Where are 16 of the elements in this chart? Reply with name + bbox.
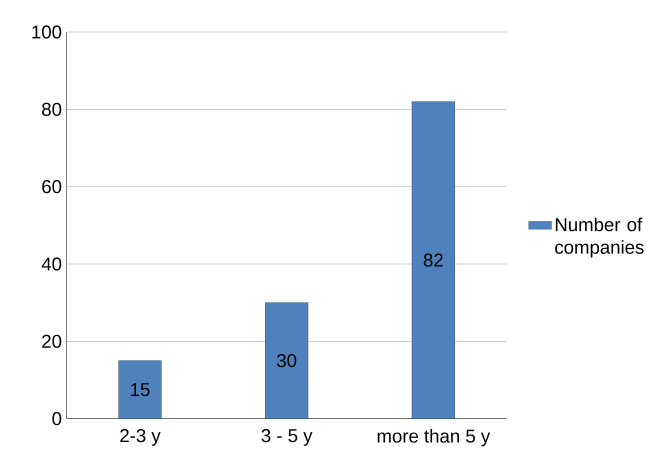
y-tick-label: 60: [42, 180, 62, 194]
y-tick-label: 80: [42, 102, 62, 116]
y-tick-label: 100: [32, 26, 62, 39]
y-tick-label: 0: [52, 412, 62, 426]
data-label: 15: [131, 383, 150, 396]
y-tick-label: 20: [42, 334, 62, 348]
bar: [265, 302, 308, 419]
y-tick-label: 40: [42, 258, 62, 271]
data-label: 30: [277, 354, 296, 368]
legend-label: Number of companies: [555, 218, 644, 258]
data-label: 82: [424, 254, 443, 267]
bar: [118, 360, 162, 419]
x-tick-label: 3 - 5 y: [262, 429, 312, 446]
x-tick-label: more than 5 y: [378, 429, 490, 447]
x-tick-label: 2-3 y: [120, 429, 161, 446]
bar: [412, 102, 455, 419]
